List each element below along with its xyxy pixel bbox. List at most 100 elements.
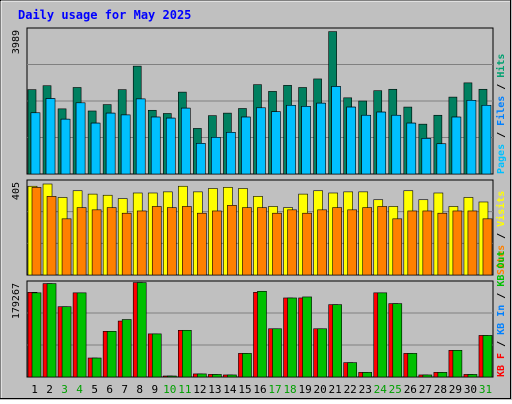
bar-sites: [377, 206, 388, 276]
legend-segment: /: [496, 126, 507, 144]
x-tick-label: 6: [106, 383, 113, 396]
x-tick-label: 7: [121, 383, 128, 396]
bar-pages: [45, 98, 56, 175]
bar-pages: [301, 106, 311, 175]
legend-segment: KB F: [496, 353, 507, 377]
bar-sites: [61, 218, 72, 276]
bar-kb_out: [31, 292, 42, 378]
bar-sites: [166, 207, 177, 276]
bar-kb_out: [121, 319, 132, 378]
bar-kb_out: [197, 373, 207, 378]
bar-pages: [451, 116, 462, 175]
bar-kb_out: [91, 357, 102, 378]
bar-kb_out: [302, 296, 312, 378]
bar-sites: [272, 212, 282, 276]
x-tick-label: 11: [178, 383, 191, 396]
panel-hits-files-pages: 3989 Pages / Files / Hits: [11, 27, 507, 175]
legend-segment: /: [496, 227, 507, 245]
x-tick-label: 8: [136, 383, 143, 396]
x-tick-label: 24: [374, 383, 388, 396]
x-tick-label: 31: [479, 383, 492, 396]
bar-sites: [302, 212, 312, 276]
bar-pages: [361, 114, 372, 175]
bar-pages: [241, 116, 251, 175]
bar-pages: [376, 111, 387, 175]
bar-pages: [30, 112, 41, 175]
x-tick-label: 20: [314, 383, 327, 396]
bar-pages: [196, 143, 206, 175]
bar-sites: [136, 210, 147, 276]
bar-kb_out: [212, 374, 222, 378]
bar-kb_out: [332, 304, 342, 378]
bar-pages: [226, 132, 236, 175]
bar-pages: [150, 116, 161, 175]
bar-pages: [346, 106, 356, 175]
bar-kb_out: [437, 372, 448, 378]
legend-segment: KB In: [496, 305, 507, 335]
bar-sites: [182, 206, 192, 276]
legend-segment: Files: [495, 96, 507, 126]
x-tick-label: 28: [434, 383, 447, 396]
x-tick-label: 23: [359, 383, 372, 396]
legend-label: KB F / KB In / KB Out: [496, 251, 507, 377]
bar-pages: [135, 98, 146, 175]
legend-segment: /: [496, 287, 507, 305]
bar-pages: [90, 122, 101, 175]
bar-sites: [91, 209, 102, 276]
bar-pages: [331, 86, 341, 175]
bar-sites: [392, 218, 403, 276]
bar-pages: [391, 114, 402, 175]
x-tick-label: 12: [193, 383, 206, 396]
bar-kb_out: [46, 283, 57, 378]
x-tick-label: 13: [208, 383, 221, 396]
bar-sites: [407, 210, 418, 276]
x-tick-label: 3: [61, 383, 68, 396]
bar-pages: [211, 137, 221, 175]
x-tick-label: 16: [253, 383, 266, 396]
bar-pages: [481, 104, 492, 175]
x-tick-label: 9: [151, 383, 158, 396]
x-tick-label: 4: [76, 383, 83, 396]
x-tick-label: 15: [238, 383, 251, 396]
x-tick-label: 19: [298, 383, 311, 396]
bar-kb_out: [242, 353, 252, 378]
bar-kb_out: [287, 297, 297, 378]
bar-sites: [347, 209, 357, 276]
bar-kb_out: [76, 292, 87, 378]
legend-label: Sites / Visits: [495, 191, 507, 275]
bar-kb_out: [272, 328, 282, 378]
legend-segment: /: [496, 335, 507, 353]
bar-sites: [197, 212, 207, 276]
bar-pages: [466, 100, 477, 175]
x-tick-label: 14: [223, 383, 237, 396]
bar-pages: [286, 104, 296, 175]
x-tick-label: 17: [268, 383, 281, 396]
legend-segment: Pages: [496, 144, 507, 174]
bar-sites: [362, 207, 373, 276]
bar-sites: [257, 207, 267, 276]
chart-title: Daily usage for May 2025: [18, 8, 191, 22]
bar-sites: [452, 210, 463, 276]
x-tick-label: 29: [449, 383, 462, 396]
bar-pages: [406, 122, 417, 175]
x-tick-label: 10: [163, 383, 176, 396]
x-tick-label: 22: [344, 383, 357, 396]
bar-pages: [181, 107, 191, 175]
x-tick-label: 1: [31, 383, 38, 396]
bar-kb_out: [377, 292, 388, 378]
bar-kb_out: [136, 282, 147, 378]
max-label: 405: [11, 182, 22, 200]
bar-pages: [60, 118, 71, 175]
max-label: 3989: [11, 30, 22, 54]
bar-kb_out: [151, 333, 162, 378]
bar-sites: [332, 207, 342, 276]
legend-segment: /: [496, 78, 507, 96]
bar-pages: [165, 117, 176, 175]
legend-label: Pages / Files / Hits: [495, 54, 507, 174]
x-tick-label: 2: [46, 383, 53, 396]
bar-sites: [467, 210, 478, 276]
bar-kb_out: [482, 335, 493, 378]
bar-kb_out: [227, 374, 237, 378]
bar-sites: [106, 207, 117, 276]
